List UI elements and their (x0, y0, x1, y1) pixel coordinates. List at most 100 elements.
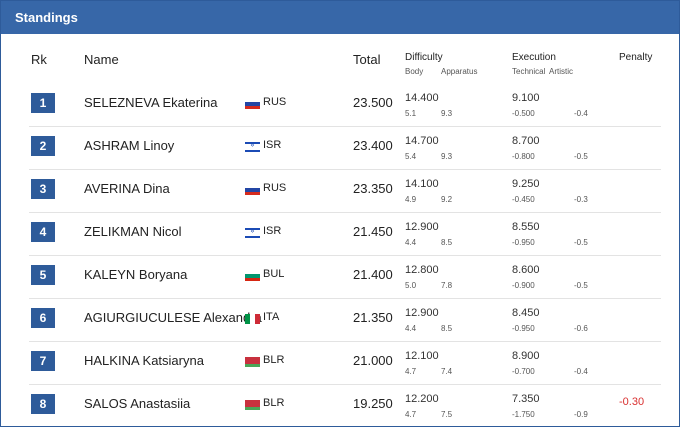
rank-badge: 6 (31, 308, 55, 328)
technical-score: -0.950 (512, 238, 535, 247)
table-row[interactable]: 1 SELEZNEVA Ekaterina RUS 23.500 14.400 … (29, 84, 661, 127)
artistic-score: -0.3 (574, 195, 588, 204)
total-score: 23.350 (353, 181, 393, 196)
technical-score: -0.800 (512, 152, 535, 161)
athlete-name[interactable]: ASHRAM Linoy (84, 138, 175, 153)
country-code: BLR (263, 397, 285, 409)
body-score: 4.7 (405, 367, 417, 376)
table-row[interactable]: 5 KALEYN Boryana BUL 21.400 12.800 5.0 7… (29, 256, 661, 299)
body-score: 4.4 (405, 324, 417, 333)
rank-badge: 1 (31, 93, 55, 113)
col-body: Body (405, 67, 424, 76)
athlete-name[interactable]: KALEYN Boryana (84, 267, 188, 282)
col-technical: Technical (512, 67, 546, 76)
table-row[interactable]: 2 ASHRAM Linoy ✡ ISR 23.400 14.700 5.4 9… (29, 127, 661, 170)
country-code: RUS (263, 182, 287, 194)
apparatus-score: 8.5 (441, 324, 453, 333)
total-score: 19.250 (353, 396, 393, 411)
total-score: 23.500 (353, 95, 393, 110)
total-score: 21.400 (353, 267, 393, 282)
execution-score: 9.250 (512, 178, 540, 190)
difficulty-score: 12.100 (405, 350, 439, 362)
body-score: 4.4 (405, 238, 417, 247)
technical-score: -0.950 (512, 324, 535, 333)
execution-score: 8.900 (512, 350, 540, 362)
rank-badge: 3 (31, 179, 55, 199)
difficulty-score: 14.700 (405, 135, 439, 147)
artistic-score: -0.9 (574, 410, 588, 419)
flag-isr-icon: ✡ (245, 228, 260, 238)
rank-badge: 8 (31, 394, 55, 414)
execution-score: 7.350 (512, 393, 540, 405)
total-score: 21.350 (353, 310, 393, 325)
body-score: 4.9 (405, 195, 417, 204)
table-row[interactable]: 6 AGIURGIUCULESE Alexandra ITA 21.350 12… (29, 299, 661, 342)
technical-score: -1.750 (512, 410, 535, 419)
body-score: 5.0 (405, 281, 417, 290)
col-apparatus: Apparatus (441, 67, 478, 76)
flag-rus-icon (245, 185, 260, 195)
penalty-score: -0.30 (619, 396, 645, 408)
total-score: 21.000 (353, 353, 393, 368)
rank-badge: 2 (31, 136, 55, 156)
difficulty-score: 12.900 (405, 221, 439, 233)
artistic-score: -0.5 (574, 238, 588, 247)
technical-score: -0.500 (512, 109, 535, 118)
athlete-name[interactable]: SALOS Anastasiia (84, 396, 191, 411)
artistic-score: -0.4 (574, 367, 588, 376)
difficulty-score: 12.800 (405, 264, 439, 276)
technical-score: -0.900 (512, 281, 535, 290)
panel-title: Standings (1, 1, 679, 34)
standings-rows: 1 SELEZNEVA Ekaterina RUS 23.500 14.400 … (1, 84, 679, 427)
table-row[interactable]: 4 ZELIKMAN Nicol ✡ ISR 21.450 12.900 4.4… (29, 213, 661, 256)
technical-score: -0.450 (512, 195, 535, 204)
apparatus-score: 7.4 (441, 367, 453, 376)
country-code: BLR (263, 354, 285, 366)
col-rank: Rk (31, 52, 47, 67)
table-row[interactable]: 7 HALKINA Katsiaryna BLR 21.000 12.100 4… (29, 342, 661, 385)
flag-blr-icon (245, 400, 260, 410)
total-score: 21.450 (353, 224, 393, 239)
athlete-name[interactable]: SELEZNEVA Ekaterina (84, 95, 218, 110)
flag-isr-icon: ✡ (245, 142, 260, 152)
apparatus-score: 7.8 (441, 281, 453, 290)
col-difficulty: Difficulty (405, 52, 443, 63)
body-score: 5.4 (405, 152, 417, 161)
column-headers: Rk Name Total Difficulty Body Apparatus … (1, 34, 679, 84)
flag-bul-icon (245, 271, 260, 281)
country-code: ITA (263, 311, 280, 323)
execution-score: 8.550 (512, 221, 540, 233)
difficulty-score: 12.900 (405, 307, 439, 319)
apparatus-score: 7.5 (441, 410, 453, 419)
table-row[interactable]: 3 AVERINA Dina RUS 23.350 14.100 4.9 9.2… (29, 170, 661, 213)
body-score: 5.1 (405, 109, 417, 118)
difficulty-score: 14.100 (405, 178, 439, 190)
rank-badge: 7 (31, 351, 55, 371)
athlete-name[interactable]: ZELIKMAN Nicol (84, 224, 182, 239)
athlete-name[interactable]: AGIURGIUCULESE Alexandra (84, 310, 262, 325)
country-code: ISR (263, 225, 282, 237)
athlete-name[interactable]: AVERINA Dina (84, 181, 170, 196)
apparatus-score: 8.5 (441, 238, 453, 247)
col-total: Total (353, 52, 381, 67)
athlete-name[interactable]: HALKINA Katsiaryna (84, 353, 204, 368)
execution-score: 8.450 (512, 307, 540, 319)
execution-score: 8.600 (512, 264, 540, 276)
table-row[interactable]: 8 SALOS Anastasiia BLR 19.250 12.200 4.7… (29, 385, 661, 427)
artistic-score: -0.5 (574, 281, 588, 290)
artistic-score: -0.5 (574, 152, 588, 161)
rank-badge: 5 (31, 265, 55, 285)
rank-badge: 4 (31, 222, 55, 242)
col-name: Name (84, 52, 119, 67)
artistic-score: -0.6 (574, 324, 588, 333)
body-score: 4.7 (405, 410, 417, 419)
country-code: ISR (263, 139, 282, 151)
artistic-score: -0.4 (574, 109, 588, 118)
difficulty-score: 12.200 (405, 393, 439, 405)
col-penalty: Penalty (619, 52, 653, 63)
technical-score: -0.700 (512, 367, 535, 376)
country-code: BUL (263, 268, 285, 280)
col-execution: Execution (512, 52, 556, 63)
total-score: 23.400 (353, 138, 393, 153)
